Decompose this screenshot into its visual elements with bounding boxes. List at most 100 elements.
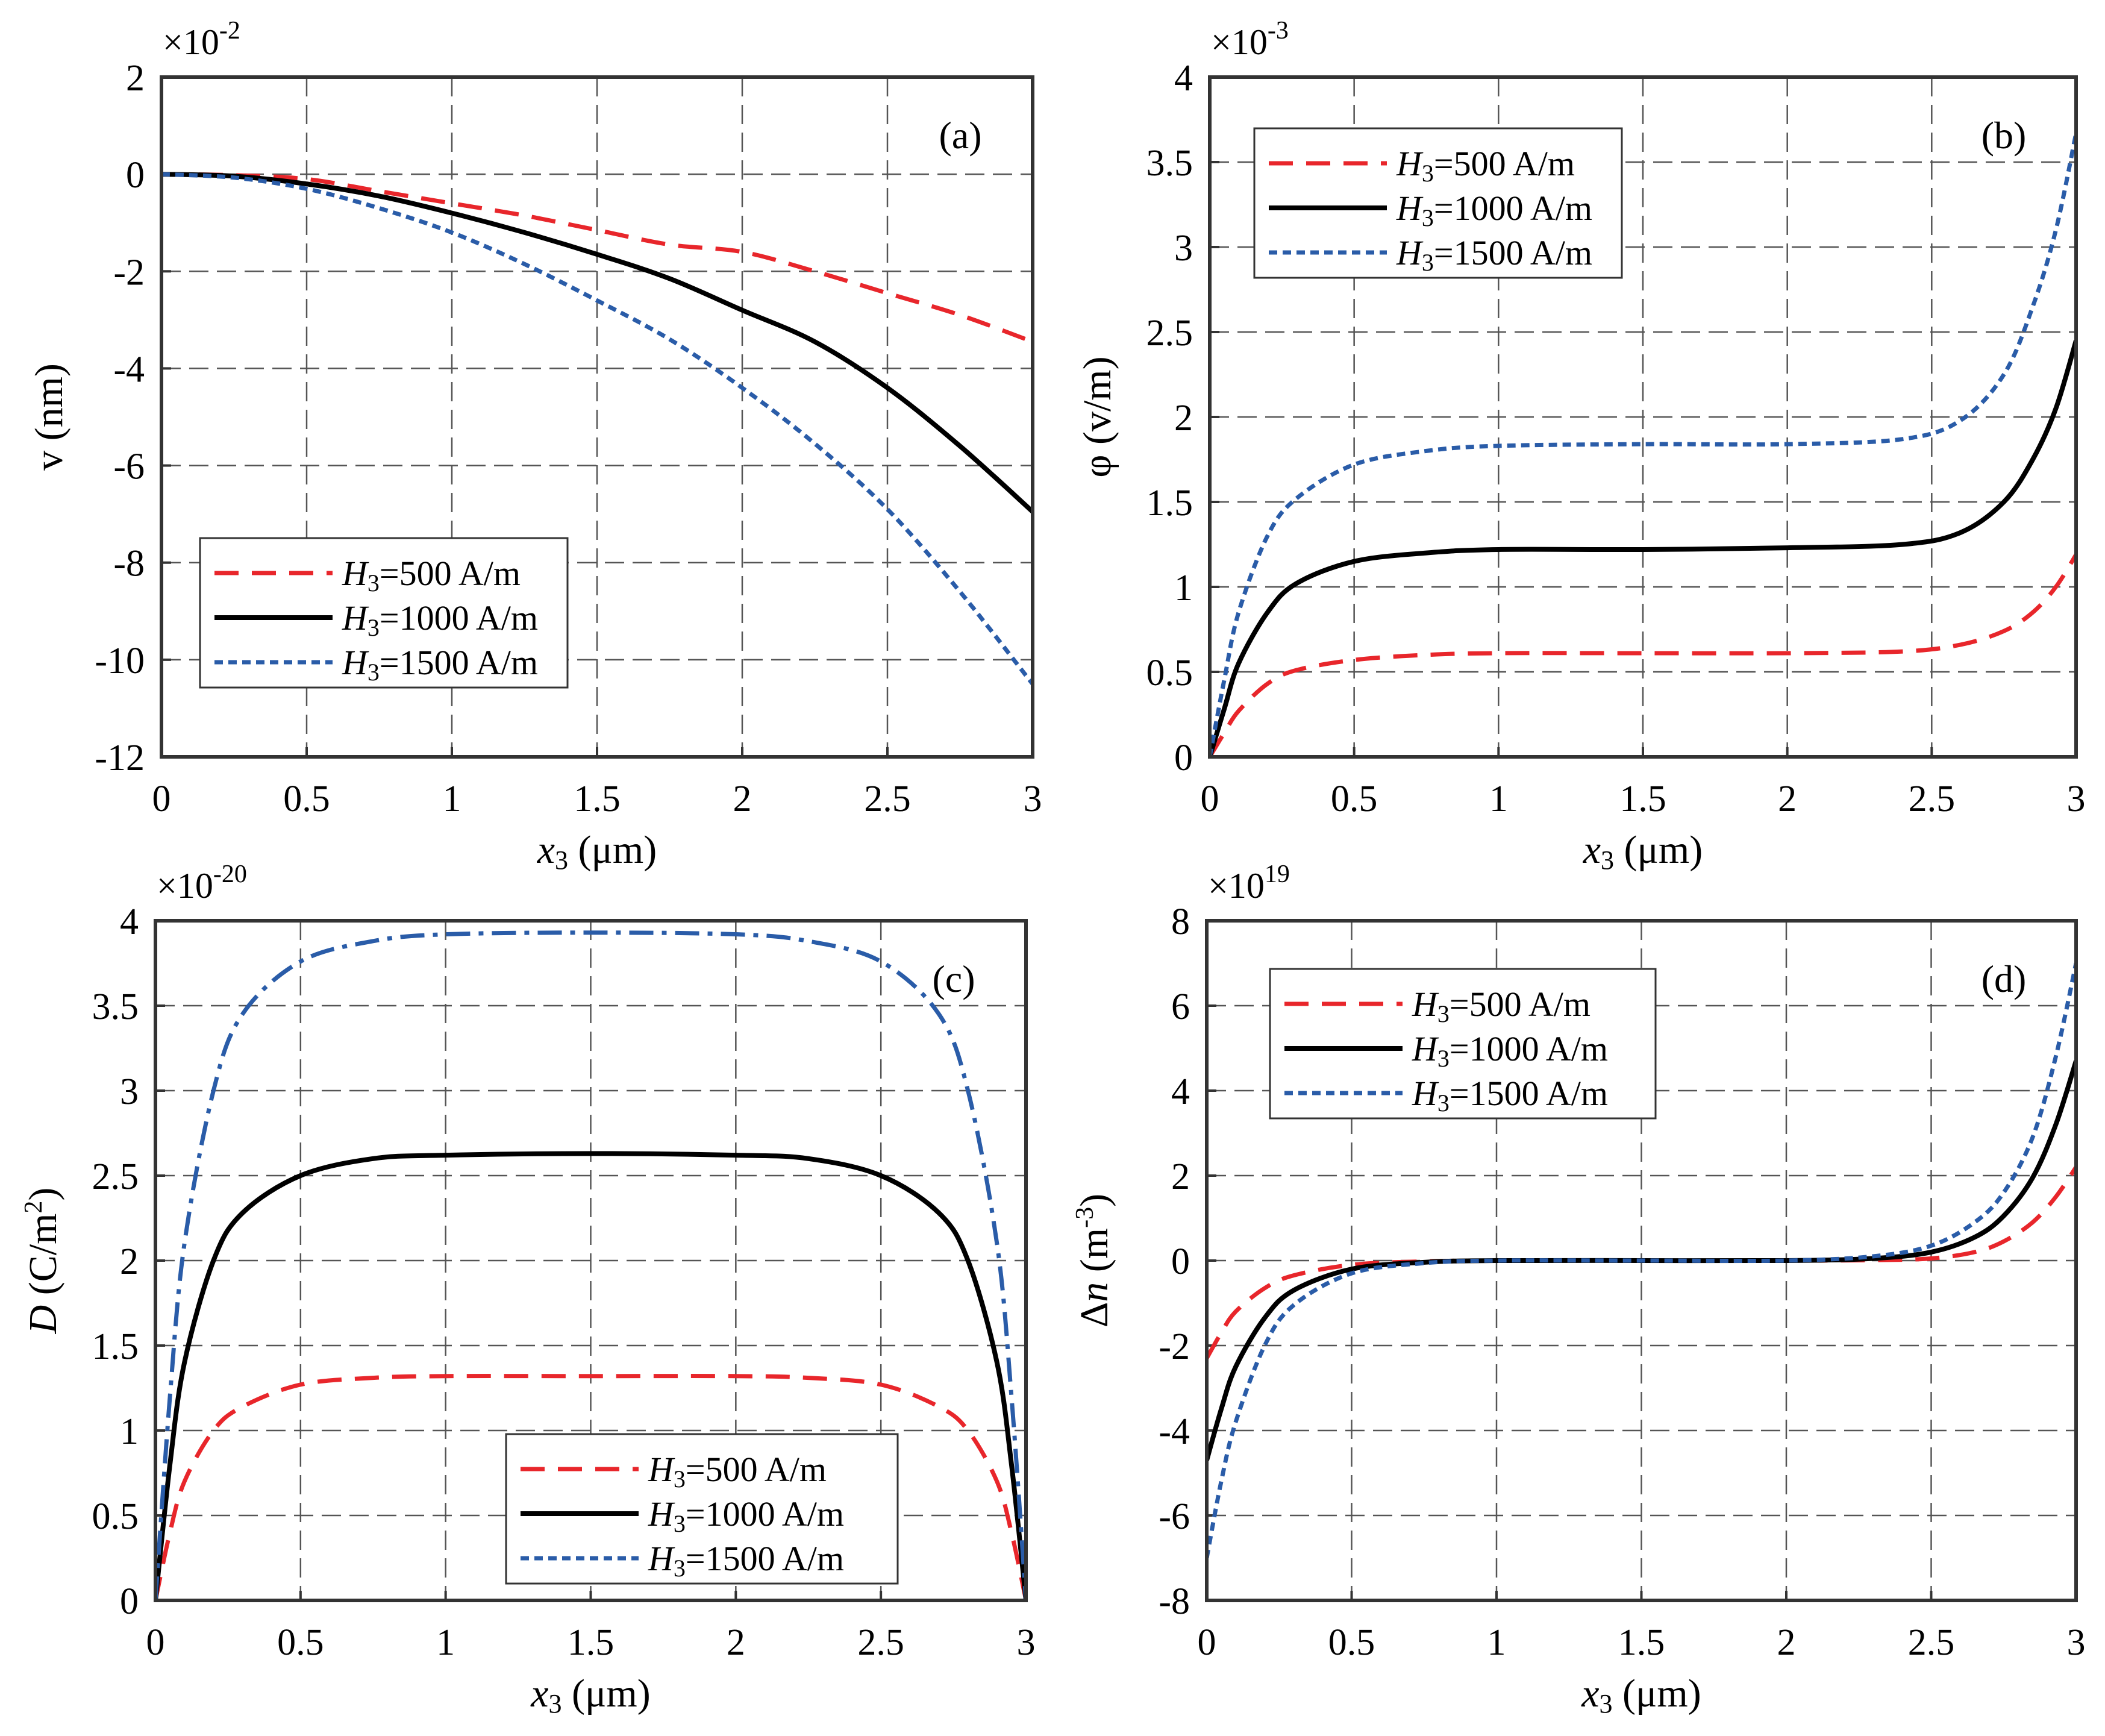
y-tick-label: 2.5	[92, 1156, 139, 1197]
panel-a: 0 0.5 1 1.5 2 2.5 3-12-10-8-6-4-202×10-2(a)x3 …	[27, 17, 1042, 875]
plot-frame	[160, 75, 1034, 759]
y-tick-label: 1	[120, 1411, 139, 1452]
axis-exponent: ×10-2	[163, 17, 240, 62]
legend: H3=500 A/mH3=1000 A/mH3=1500 A/m	[505, 1433, 899, 1585]
series-line-1	[1210, 553, 2076, 757]
y-tick-label: 2	[1171, 1156, 1190, 1197]
axis-exponent: ×1019	[1208, 860, 1290, 906]
y-tick-label: -12	[95, 738, 145, 779]
exponent-base: ×10	[163, 22, 219, 62]
y-axis-label-var: n	[1072, 1282, 1116, 1302]
legend-value: =500 A/m	[686, 1450, 827, 1489]
y-tick-label: 6	[1171, 986, 1190, 1027]
y-tick-label: 2	[120, 1241, 139, 1282]
y-tick-label: 1.5	[1146, 483, 1193, 524]
x-tick-label: 0	[146, 1622, 165, 1663]
legend-value: =500 A/m	[380, 554, 521, 593]
legend-symbol-sub: 3	[1422, 204, 1434, 231]
x-axis-label-unit: (μm)	[562, 1672, 651, 1716]
y-tick-label: -4	[1159, 1411, 1190, 1452]
y-tick-label: 0.5	[92, 1496, 139, 1537]
series-line-2	[1210, 339, 2076, 757]
legend-symbol-sub: 3	[674, 1555, 686, 1582]
legend-symbol: H	[1412, 985, 1439, 1024]
x-tick-label: 2.5	[1909, 779, 1956, 819]
x-tick-label: 2	[1778, 779, 1797, 819]
legend-value: =1500 A/m	[1434, 233, 1592, 272]
y-tick-label: 4	[120, 901, 139, 942]
y-tick-label: 4	[1174, 58, 1193, 99]
exponent-value: 19	[1265, 860, 1290, 888]
x-tick-label: 1	[1487, 1622, 1506, 1663]
legend-symbol-sub: 3	[368, 614, 380, 641]
x-tick-label: 3	[2067, 779, 2086, 819]
legend-symbol-sub: 3	[1422, 249, 1434, 276]
y-axis-label-close: )	[1072, 1194, 1116, 1207]
y-tick-label: -4	[113, 349, 145, 390]
plot-frame	[1208, 75, 2078, 759]
legend-symbol: H	[648, 1539, 675, 1578]
legend-label-3: H3=1500 A/m	[1412, 1074, 1608, 1117]
y-axis-label: v (nm)	[27, 363, 71, 471]
legend-symbol-sub: 3	[674, 1510, 686, 1537]
series-line-3	[1207, 962, 2076, 1559]
legend-value: =1000 A/m	[1434, 189, 1592, 228]
x-tick-label: 0	[152, 779, 171, 819]
panel-label: (c)	[932, 957, 975, 1000]
legend-label-2: H3=1000 A/m	[342, 598, 538, 641]
y-axis-label-sup: -3	[1071, 1207, 1099, 1228]
x-axis-label: x3 (μm)	[537, 828, 657, 875]
x-tick-label: 2.5	[1908, 1622, 1955, 1663]
legend-symbol: H	[648, 1494, 675, 1534]
x-tick-label: 1	[436, 1622, 455, 1663]
y-tick-label: -8	[113, 544, 145, 584]
legend-value: =1000 A/m	[686, 1494, 844, 1534]
legend-symbol: H	[342, 598, 369, 638]
y-tick-label: -6	[1159, 1496, 1190, 1537]
series-line-1	[161, 172, 1033, 344]
exponent-base: ×10	[1211, 22, 1268, 62]
y-tick-label: -10	[95, 641, 145, 682]
legend-symbol: H	[648, 1450, 675, 1489]
y-tick-label: -2	[113, 252, 145, 293]
x-axis-label-var: x	[537, 828, 555, 872]
panel-b: 0 0.5 1 1.5 2 2.5 300.511.522.533.54×10-3(b)x3…	[1075, 17, 2086, 875]
y-tick-label: 1	[1174, 568, 1193, 609]
legend-label-3: H3=1500 A/m	[1396, 233, 1592, 276]
legend-symbol: H	[1396, 144, 1424, 183]
x-axis-label: x3 (μm)	[530, 1672, 650, 1719]
x-axis-label: x3 (μm)	[1581, 1672, 1701, 1719]
x-axis-label: x3 (μm)	[1583, 828, 1703, 875]
x-tick-label: 3	[2067, 1622, 2086, 1663]
x-tick-label: 3	[1024, 779, 1042, 819]
legend-symbol-sub: 3	[368, 569, 380, 597]
axis-exponent: ×10-20	[157, 860, 247, 906]
y-tick-label: -8	[1159, 1581, 1190, 1622]
y-axis-label-main: D	[21, 1305, 65, 1335]
series-line-1	[1207, 1165, 2076, 1359]
x-axis-label-var: x	[1583, 828, 1601, 872]
x-tick-label: 1.5	[568, 1622, 615, 1663]
x-axis-label-unit: (μm)	[1613, 1672, 1701, 1716]
y-axis-label-main: Δ	[1072, 1302, 1116, 1327]
x-tick-label: 2.5	[864, 779, 911, 819]
legend-symbol: H	[1412, 1074, 1439, 1113]
exponent-base: ×10	[1208, 866, 1265, 906]
panel-label: (b)	[1981, 114, 2027, 157]
x-tick-label: 0	[1201, 779, 1219, 819]
legend-value: =1000 A/m	[380, 598, 538, 638]
y-axis-label-unit: (m	[1072, 1228, 1116, 1282]
series-line-2	[155, 1151, 1026, 1600]
y-axis-label: D (C/m2)	[20, 1188, 65, 1335]
legend-symbol: H	[342, 554, 369, 593]
legend: H3=500 A/mH3=1000 A/mH3=1500 A/m	[1269, 968, 1657, 1120]
series-line-1	[155, 1374, 1026, 1600]
y-tick-label: -2	[1159, 1326, 1190, 1367]
x-tick-label: 2	[727, 1622, 745, 1663]
legend-symbol-sub: 3	[1422, 160, 1434, 187]
legend: H3=500 A/mH3=1000 A/mH3=1500 A/m	[199, 537, 569, 689]
legend-label-1: H3=500 A/m	[648, 1450, 827, 1493]
series-line-3	[155, 930, 1026, 1600]
panel-c: 0 0.5 1 1.5 2 2.5 3 0 0.5 1 1.5 2 2.5 3 3.5 4 ×10-20 (c) x…	[20, 860, 1036, 1719]
